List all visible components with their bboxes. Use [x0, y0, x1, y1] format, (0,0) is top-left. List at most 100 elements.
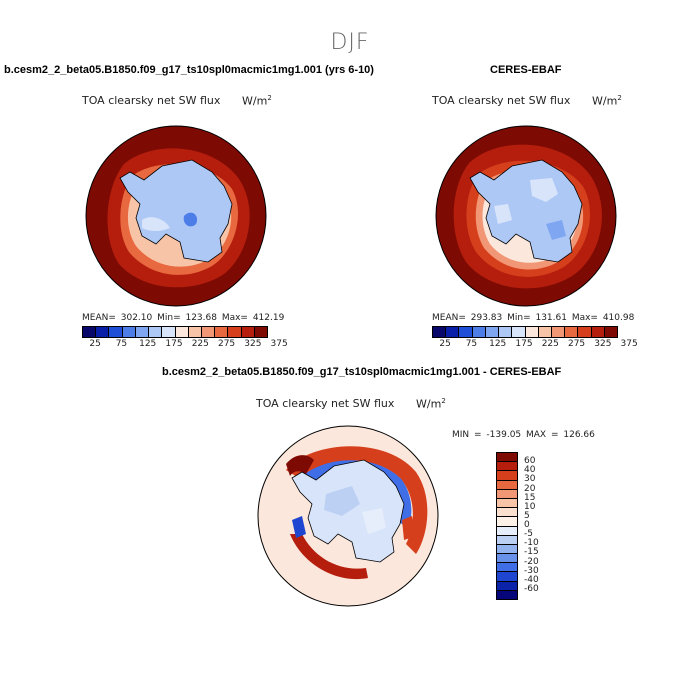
colorbar-tick-label: 60 [524, 456, 536, 467]
colorbar-tick-label: 125 [489, 339, 507, 349]
colorbar-tick-label: -30 [524, 565, 539, 576]
colorbar-tick-label: 75 [115, 339, 128, 349]
colorbar-swatch [497, 498, 517, 509]
colorbar-tick-label: 15 [524, 492, 536, 503]
diff-variable-label: TOA clearsky net SW flux [256, 397, 395, 410]
colorbar-swatch [497, 480, 517, 490]
colorbar-swatch [497, 471, 517, 481]
obs-colorbar [432, 326, 618, 338]
colorbar-swatch [241, 327, 255, 337]
colorbar-tick-label: 25 [89, 339, 101, 349]
colorbar-tick-label: 125 [139, 339, 157, 349]
colorbar-tick-label: -10 [524, 538, 539, 549]
model-polar-map [85, 125, 267, 307]
colorbar-swatch [135, 327, 150, 337]
diff-outer-red-ring [286, 446, 428, 554]
diff-colorbar-labels: 60 40 30 20 15 10 5 0 -5 -10 -15 -20 -30 -40 -60 [524, 452, 564, 598]
colorbar-swatch [83, 327, 97, 337]
model-plateau-minimum [183, 212, 198, 227]
diff-polar-map [257, 425, 439, 607]
diff-continent-patch-2 [362, 508, 386, 534]
colorbar-swatch [497, 508, 517, 518]
colorbar-tick-label: 0 [524, 520, 530, 530]
colorbar-swatch [525, 327, 539, 337]
model-colorbar-labels: 25 75 125 175 225 275 325 375 [82, 339, 287, 351]
colorbar-tick-label: 10 [524, 501, 536, 512]
diff-blue-coastal [292, 516, 306, 538]
colorbar-tick-label: 30 [524, 474, 536, 485]
model-ice-shelf [142, 217, 170, 231]
colorbar-swatch [497, 462, 517, 472]
obs-continent-patch-2 [494, 204, 512, 224]
colorbar-tick-label: 325 [594, 339, 612, 349]
colorbar-swatch [109, 327, 123, 337]
colorbar-swatch [497, 572, 517, 582]
colorbar-swatch [162, 327, 176, 337]
colorbar-swatch [512, 327, 526, 337]
colorbar-swatch [497, 554, 517, 564]
colorbar-swatch [499, 327, 513, 337]
colorbar-tick-label: 175 [515, 339, 533, 349]
diff-red-patch-northwest [286, 455, 314, 476]
colorbar-swatch [497, 544, 517, 555]
colorbar-tick-label: -15 [524, 547, 539, 558]
model-antarctica [119, 159, 233, 263]
colorbar-swatch [578, 327, 592, 337]
obs-stats: MEAN= 293.83 Min= 131.61 Max= 410.98 [432, 313, 635, 323]
colorbar-tick-label: 275 [217, 339, 236, 349]
colorbar-swatch [565, 327, 579, 337]
colorbar-swatch [551, 327, 566, 337]
colorbar-swatch [215, 327, 229, 337]
model-variable-label: TOA clearsky net SW flux [82, 94, 221, 107]
colorbar-swatch [485, 327, 500, 337]
colorbar-tick-label: 375 [620, 339, 638, 349]
colorbar-tick-label: -20 [524, 556, 539, 567]
colorbar-tick-label: 175 [165, 339, 183, 349]
colorbar-tick-label: 40 [524, 465, 536, 476]
colorbar-tick-label: 375 [270, 339, 288, 349]
colorbar-tick-label: -40 [524, 574, 539, 585]
colorbar-swatch [175, 327, 189, 337]
colorbar-swatch [122, 327, 136, 337]
colorbar-swatch [472, 327, 486, 337]
colorbar-swatch [188, 327, 202, 337]
diff-continent-patch-1 [324, 486, 360, 516]
colorbar-swatch [446, 327, 460, 337]
diff-stats: MIN = -139.05 MAX = 126.66 [452, 430, 595, 440]
colorbar-tick-label: 20 [524, 483, 536, 494]
colorbar-swatch [497, 526, 517, 536]
colorbar-tick-label: -5 [524, 529, 533, 540]
colorbar-swatch [497, 590, 517, 599]
diff-units: W/m2 [416, 397, 446, 411]
colorbar-swatch [604, 327, 618, 337]
model-units: W/m2 [242, 94, 272, 108]
colorbar-swatch [149, 327, 163, 337]
colorbar-swatch [228, 327, 242, 337]
colorbar-tick-label: 325 [244, 339, 262, 349]
colorbar-tick-label: 225 [541, 339, 559, 349]
colorbar-tick-label: 25 [439, 339, 451, 349]
colorbar-tick-label: 275 [567, 339, 586, 349]
obs-case-title: CERES-EBAF [490, 64, 562, 76]
model-stats: MEAN= 302.10 Min= 123.68 Max= 412.19 [82, 313, 285, 323]
obs-units: W/m2 [592, 94, 622, 108]
colorbar-tick-label: 75 [465, 339, 478, 349]
obs-continent-patch-1 [530, 178, 558, 202]
diff-colorbar [496, 452, 518, 600]
colorbar-swatch [497, 489, 517, 499]
colorbar-tick-label: 225 [191, 339, 209, 349]
colorbar-swatch [591, 327, 605, 337]
colorbar-swatch [433, 327, 447, 337]
obs-colorbar-labels: 25 75 125 175 225 275 325 375 [432, 339, 637, 351]
diff-red-coastal [402, 516, 416, 540]
obs-polar-map [435, 125, 617, 307]
colorbar-swatch [201, 327, 216, 337]
colorbar-swatch [497, 581, 517, 591]
colorbar-swatch [254, 327, 268, 337]
colorbar-tick-label: 5 [524, 510, 530, 521]
colorbar-tick-label: -60 [524, 583, 539, 594]
colorbar-swatch [459, 327, 473, 337]
colorbar-swatch [538, 327, 552, 337]
colorbar-swatch [497, 453, 517, 463]
colorbar-swatch [497, 563, 517, 573]
